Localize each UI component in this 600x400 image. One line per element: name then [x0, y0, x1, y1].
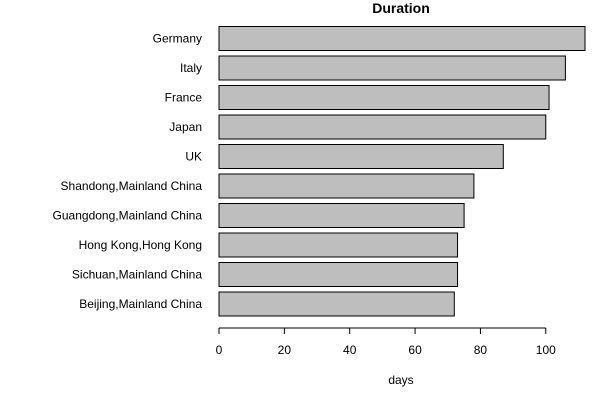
chart-title: Duration [372, 0, 430, 16]
bar [218, 26, 586, 51]
x-tick-label: 100 [536, 343, 556, 357]
category-label: Shandong,Mainland China [61, 179, 203, 193]
bar [218, 232, 459, 258]
x-tick-label: 80 [474, 343, 488, 357]
bar [218, 203, 465, 228]
category-label: UK [185, 150, 202, 164]
category-label: Germany [153, 32, 202, 46]
x-axis-title: days [388, 373, 413, 387]
bars-group [218, 26, 586, 317]
x-tick-label: 40 [343, 343, 357, 357]
category-label: Guangdong,Mainland China [53, 209, 203, 223]
bar [218, 114, 547, 140]
bar [218, 173, 475, 199]
x-tick-label: 20 [278, 343, 292, 357]
bar [218, 85, 550, 110]
category-label: Sichuan,Mainland China [72, 268, 202, 282]
x-tick-label: 60 [408, 343, 422, 357]
x-tick-label: 0 [216, 343, 223, 357]
bar [218, 291, 455, 317]
bar [218, 262, 459, 287]
category-label: Hong Kong,Hong Kong [79, 238, 202, 252]
category-label: Japan [169, 120, 202, 134]
category-label: France [165, 91, 203, 105]
category-label: Italy [180, 61, 202, 75]
category-labels: Germany Italy France Japan UK Shandong,Mainla… [53, 32, 203, 312]
bar [218, 144, 504, 169]
category-label: Beijing,Mainland China [79, 297, 202, 311]
bar [218, 55, 566, 81]
x-axis: 0 20 40 60 80 100 [216, 327, 556, 357]
